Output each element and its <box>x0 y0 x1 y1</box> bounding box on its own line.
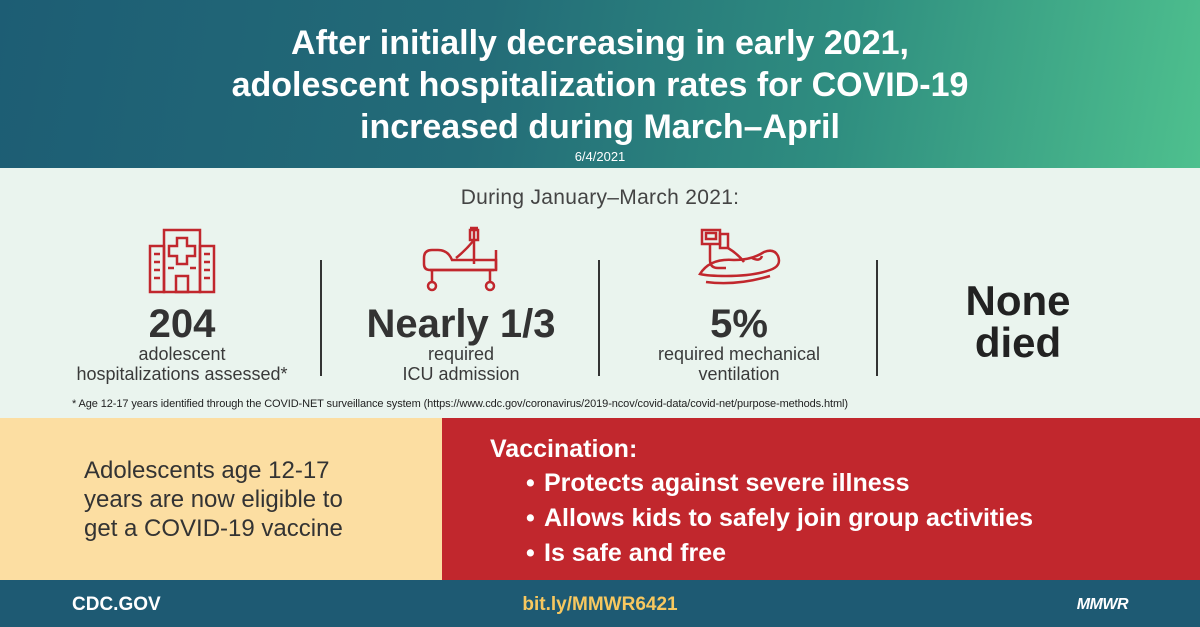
stat-label-icu-line-1: required <box>427 344 495 364</box>
stat-label-ventilation-line-1: required mechanical <box>657 344 821 364</box>
stat-label-icu-line-2: ICU admission <box>402 364 520 384</box>
bullet-icon: • <box>526 469 535 497</box>
benefit-text: Is safe and free <box>544 539 727 567</box>
hospital-bed-icon <box>422 226 498 292</box>
stat-deaths: None died <box>878 224 1158 384</box>
stat-label-hospitalizations-line-1: adolescent <box>138 344 226 364</box>
stats-intro: During January–March 2021: <box>460 186 740 209</box>
stats-section: During January–March 2021: 204 adolescen… <box>0 168 1200 418</box>
list-item: • Is safe and free <box>526 536 1033 571</box>
stat-value-deaths-line-2: died <box>974 319 1062 366</box>
list-item: • Protects against severe illness <box>526 466 1033 501</box>
stat-value-icu: Nearly 1/3 <box>366 302 556 346</box>
mmwr-logo: MMWR <box>1076 596 1129 613</box>
headline: After initially decreasing in early 2021… <box>0 22 1200 148</box>
divider-1 <box>320 260 322 376</box>
divider-3 <box>876 260 878 376</box>
benefit-text: Protects against severe illness <box>544 469 910 497</box>
vaccination-title: Vaccination: <box>490 435 638 463</box>
bullet-icon: • <box>526 539 535 567</box>
eligibility-line-2: years are now eligible to <box>84 486 343 513</box>
eligibility-line-1: Adolescents age 12-17 <box>84 457 330 484</box>
headline-line-1: After initially decreasing in early 2021… <box>291 24 909 62</box>
cdc-site-link[interactable]: CDC.GOV <box>72 594 161 615</box>
mmwr-short-link[interactable]: bit.ly/MMWR6421 <box>522 594 678 615</box>
headline-line-2: adolescent hospitalization rates for COV… <box>231 66 969 104</box>
eligibility-panel: Adolescents age 12-17 years are now elig… <box>0 418 442 580</box>
footer-bar: CDC.GOV bit.ly/MMWR6421 MMWR <box>0 580 1200 627</box>
benefit-text: Allows kids to safely join group activit… <box>544 504 1034 532</box>
divider-2 <box>598 260 600 376</box>
stat-label-ventilation-line-2: ventilation <box>698 364 780 384</box>
vaccination-panel: Vaccination: • Protects against severe il… <box>442 418 1200 580</box>
publication-date: 6/4/2021 <box>574 149 626 164</box>
stat-value-deaths-line-1: None <box>965 277 1071 324</box>
stat-value-ventilation: 5% <box>710 302 768 346</box>
hospital-icon <box>148 228 216 294</box>
stat-label-hospitalizations-line-2: hospitalizations assessed* <box>76 364 288 384</box>
vaccination-benefits-list: • Protects against severe illness • Allows… <box>526 466 1033 571</box>
list-item: • Allows kids to safely join group activi… <box>526 501 1033 536</box>
ventilator-icon <box>698 228 781 285</box>
footnote: * Age 12-17 years identified through the… <box>72 398 848 410</box>
stat-hospitalizations: 204 adolescent hospitalizations assessed… <box>40 224 324 384</box>
stat-ventilation: 5% required mechanical ventilation <box>600 224 878 384</box>
eligibility-line-3: get a COVID-19 vaccine <box>84 515 343 542</box>
stat-icu: Nearly 1/3 required ICU admission <box>322 224 600 384</box>
header-banner: After initially decreasing in early 2021… <box>0 0 1200 168</box>
eligibility-message: Adolescents age 12-17 years are now elig… <box>84 456 424 543</box>
stat-value-hospitalizations: 204 <box>148 302 216 346</box>
headline-line-3: increased during March–April <box>360 108 840 146</box>
bullet-icon: • <box>526 504 535 532</box>
